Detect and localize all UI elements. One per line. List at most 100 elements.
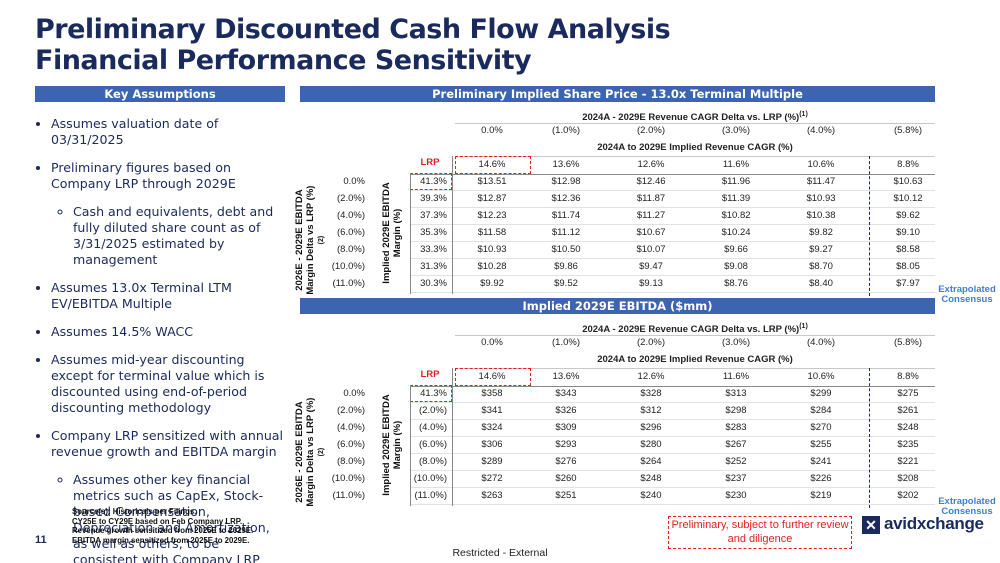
rule — [455, 123, 935, 124]
divider — [410, 173, 411, 294]
table-value: $343 — [555, 388, 577, 399]
rule — [410, 419, 935, 420]
source-line: Revenue growth sensitized from 2025E to … — [72, 526, 254, 535]
table-value: $10.63 — [893, 176, 923, 187]
table-value: $10.82 — [721, 210, 751, 221]
margin: 37.3% — [420, 210, 447, 221]
column-title: 2024A - 2029E Revenue CAGR Delta vs. LRP… — [455, 109, 935, 124]
table-value: $10.67 — [636, 227, 666, 238]
table-value: $270 — [810, 422, 832, 433]
table-value: $9.10 — [896, 227, 920, 238]
table-value: $13.51 — [477, 176, 507, 187]
source-line: CY25E to CY29E based on Feb Company LRP. — [72, 516, 243, 526]
subtitle: 2024A to 2029E Implied Revenue CAGR (%) — [597, 354, 793, 365]
table-value: $10.38 — [806, 210, 836, 221]
table-value: $12.23 — [477, 210, 507, 221]
implied-cagr: 12.6% — [637, 371, 665, 382]
table-value: $9.66 — [724, 244, 748, 255]
table-value: $10.24 — [721, 227, 751, 238]
table-value: $261 — [897, 405, 919, 416]
table-value: $341 — [481, 405, 503, 416]
bullet: Assumes 13.0x Terminal LTM EV/EBITDA Mul… — [51, 280, 285, 312]
row-axis-text: 2026E - 2029E EBITDA Margin Delta vs LRP… — [293, 397, 316, 507]
table-value: $284 — [810, 405, 832, 416]
row-axis-text: 2026E - 2029E EBITDA Margin Delta vs LRP… — [293, 185, 316, 295]
implied-cagr: 13.6% — [552, 371, 580, 382]
table-value: $12.98 — [551, 176, 581, 187]
table-value: $9.92 — [480, 278, 504, 289]
rule — [410, 292, 935, 293]
rule — [410, 207, 935, 208]
cagr-delta: (1.0%) — [552, 125, 580, 136]
table-value: $9.86 — [554, 261, 578, 272]
implied-cagr: 13.6% — [552, 159, 580, 170]
margin-delta: (6.0%) — [337, 227, 365, 238]
rule — [410, 275, 935, 276]
margin-delta: (6.0%) — [337, 439, 365, 450]
consensus-divider — [869, 156, 870, 296]
table-value: $11.96 — [721, 176, 751, 187]
margin: (11.0%) — [414, 490, 447, 501]
margin-delta: (2.0%) — [337, 193, 365, 204]
rule — [455, 368, 935, 369]
table-value: $248 — [897, 422, 919, 433]
rule — [410, 190, 935, 191]
margin: (10.0%) — [413, 473, 447, 484]
cagr-delta: (4.0%) — [807, 337, 835, 348]
margin: 41.3% — [420, 176, 447, 187]
table-value: $326 — [555, 405, 577, 416]
table-value: $9.82 — [809, 227, 833, 238]
row-axis-title: 2026E - 2029E EBITDA Margin Delta vs LRP… — [294, 397, 330, 507]
table-value: $10.12 — [893, 193, 923, 204]
table-value: $10.28 — [477, 261, 507, 272]
cagr-delta: 0.0% — [481, 337, 503, 348]
table-value: $8.70 — [809, 261, 833, 272]
table-value: $248 — [640, 473, 662, 484]
table-value: $208 — [897, 473, 919, 484]
implied-cagr: 14.6% — [478, 371, 506, 382]
table-value: $252 — [725, 456, 747, 467]
table-value: $202 — [897, 490, 919, 501]
table-value: $272 — [481, 473, 503, 484]
consensus-divider — [869, 368, 870, 508]
implied-cagr: 8.8% — [897, 371, 919, 382]
margin: (6.0%) — [419, 439, 447, 450]
table-value: $240 — [640, 490, 662, 501]
table-value: $280 — [640, 439, 662, 450]
margin-delta: 0.0% — [343, 176, 365, 187]
margin-axis-title: Implied 2029E EBITDA Margin (%) — [381, 393, 403, 496]
slide-title: Preliminary Discounted Cash Flow Analysi… — [35, 14, 671, 76]
table-value: $312 — [640, 405, 662, 416]
margin-delta: (8.0%) — [337, 456, 365, 467]
logo: avidxchange — [884, 514, 984, 533]
table-value: $226 — [810, 473, 832, 484]
margin-axis-title: Implied 2029E EBITDA Margin (%) — [381, 181, 403, 284]
rule — [410, 453, 935, 454]
margin-highlight — [410, 385, 452, 402]
footnote-ref: (1) — [799, 323, 808, 330]
table-value: $11.74 — [551, 210, 581, 221]
lrp-highlight — [455, 368, 531, 386]
table-value: $298 — [725, 405, 747, 416]
cagr-delta: (5.8%) — [894, 337, 922, 348]
margin: 30.3% — [420, 278, 447, 289]
table-value: $219 — [810, 490, 832, 501]
table-value: $221 — [897, 456, 919, 467]
bullet-list: Assumes valuation date of 03/31/2025 Prel… — [35, 116, 285, 563]
margin-delta: (11.0%) — [332, 278, 365, 289]
bullet-text: Assumes 14.5% WACC — [51, 324, 194, 339]
table-value: $275 — [897, 388, 919, 399]
table-value: $10.50 — [551, 244, 581, 255]
margin-delta: (10.0%) — [331, 473, 365, 484]
table-value: $260 — [555, 473, 577, 484]
table-value: $12.46 — [636, 176, 666, 187]
table-value: $237 — [725, 473, 747, 484]
margin-delta: 0.0% — [343, 388, 365, 399]
cagr-delta: (2.0%) — [637, 337, 665, 348]
rule — [410, 487, 935, 488]
table-value: $9.27 — [809, 244, 833, 255]
table-value: $293 — [555, 439, 577, 450]
logo-icon: ✕ — [862, 516, 880, 534]
table-value: $299 — [810, 388, 832, 399]
sub-bullet: Assumes other key financial metrics such… — [73, 472, 285, 563]
